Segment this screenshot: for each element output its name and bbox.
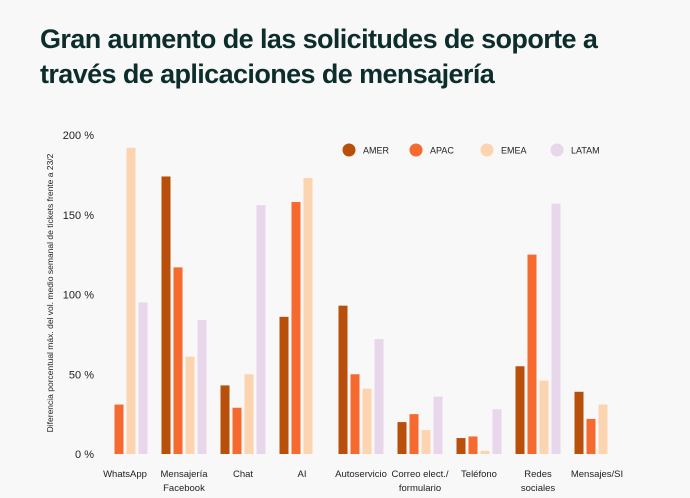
- bar-apac: [468, 436, 478, 454]
- bar-apac: [409, 414, 419, 454]
- x-tick-label: Redes: [524, 469, 552, 480]
- x-tick-label: Mensajes/SI: [571, 469, 623, 480]
- y-axis-ticks: 0 % 50 % 100 % 150 % 200 %: [63, 130, 94, 461]
- bar-emea: [303, 178, 313, 454]
- y-axis-title: Diferencia porcentual máx. del vol. medi…: [45, 153, 55, 432]
- bar-amer: [515, 366, 525, 454]
- bar-emea: [185, 356, 195, 454]
- x-axis-labels: WhatsApp Mensajería Facebook Chat AI Autoserv…: [103, 469, 623, 494]
- bar-latam: [374, 339, 384, 454]
- bar-apac: [350, 374, 360, 454]
- bar-latam: [197, 320, 207, 454]
- bar-latam: [256, 205, 266, 454]
- bar-amer: [338, 305, 348, 454]
- x-tick-label: WhatsApp: [103, 469, 147, 480]
- x-tick-label: sociales: [521, 483, 556, 494]
- bar-amer: [456, 438, 466, 454]
- legend: AMER APAC EMEA LATAM: [342, 143, 600, 157]
- bar-latam: [138, 302, 148, 454]
- bar-emea: [244, 374, 254, 454]
- legend-swatch: [409, 143, 423, 157]
- bar-emea: [362, 388, 372, 454]
- legend-label: AMER: [363, 146, 390, 156]
- chart-title: Gran aumento de las solicitudes de sopor…: [40, 24, 598, 89]
- bar-amer: [279, 316, 289, 454]
- bar-emea: [480, 450, 490, 454]
- legend-label: LATAM: [571, 146, 600, 156]
- x-tick-label: Autoservicio: [335, 469, 387, 480]
- y-tick-label: 100 %: [63, 290, 94, 302]
- bar-apac: [527, 254, 537, 454]
- bars: [114, 147, 608, 454]
- y-tick-label: 200 %: [63, 130, 94, 142]
- legend-swatch: [550, 143, 564, 157]
- x-tick-label: Chat: [233, 469, 253, 480]
- legend-label: APAC: [430, 146, 454, 156]
- x-tick-label: Teléfono: [461, 469, 497, 480]
- bar-emea: [598, 404, 608, 454]
- x-tick-label: formulario: [399, 483, 441, 494]
- y-tick-label: 50 %: [69, 369, 94, 381]
- bar-apac: [173, 267, 183, 454]
- x-tick-label: Correo elect./: [391, 469, 448, 480]
- bar-latam: [492, 409, 502, 454]
- bar-amer: [397, 422, 407, 454]
- legend-label: EMEA: [501, 146, 527, 156]
- bar-apac: [114, 404, 124, 454]
- x-tick-label: AI: [298, 469, 307, 480]
- bar-apac: [232, 407, 242, 454]
- bar-latam: [551, 203, 561, 454]
- bar-apac: [586, 418, 596, 454]
- bar-latam: [433, 396, 443, 454]
- bar-amer: [220, 385, 230, 454]
- x-tick-label: Facebook: [163, 483, 205, 494]
- legend-swatch: [342, 143, 356, 157]
- bar-emea: [421, 430, 431, 454]
- bar-emea: [539, 380, 549, 454]
- y-tick-label: 0 %: [75, 449, 94, 461]
- legend-swatch: [480, 143, 494, 157]
- bar-emea: [126, 147, 136, 454]
- bar-amer: [161, 176, 171, 454]
- y-tick-label: 150 %: [63, 210, 94, 222]
- bar-amer: [574, 391, 584, 454]
- bar-apac: [291, 201, 301, 454]
- x-tick-label: Mensajería: [161, 469, 209, 480]
